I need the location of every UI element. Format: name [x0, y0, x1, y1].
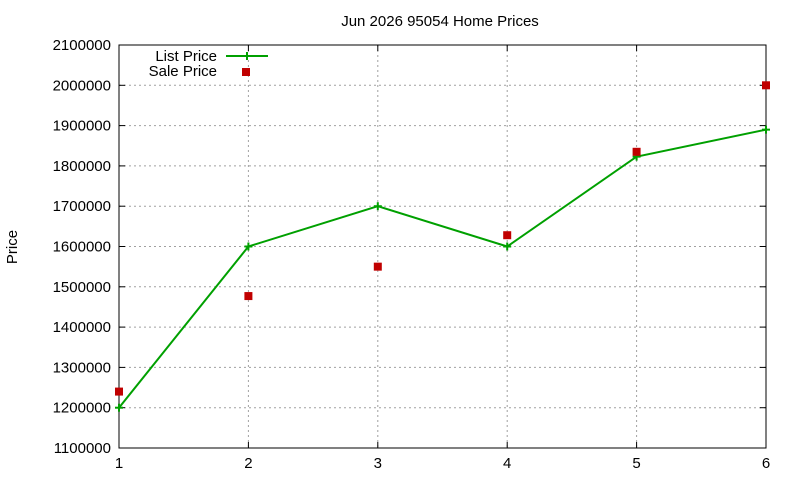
point-list-price — [373, 202, 382, 211]
x-tick-label: 2 — [244, 455, 252, 472]
point-list-price — [762, 125, 770, 134]
y-axis-label: Price — [4, 230, 21, 264]
series — [115, 81, 770, 412]
y-tick-label: 1900000 — [53, 118, 111, 135]
ticks: 1100000 1200000 1300000 1400000 1500000 16000… — [53, 37, 771, 472]
y-tick-label: 2000000 — [53, 77, 111, 94]
x-tick-label: 1 — [115, 455, 123, 472]
point-sale-price — [632, 147, 641, 156]
legend-marker-sale-price — [242, 68, 250, 76]
point-sale-price — [503, 231, 512, 240]
point-sale-price — [115, 387, 123, 396]
y-tick-label: 1700000 — [53, 198, 111, 215]
point-list-price — [503, 242, 512, 251]
x-tick-label: 3 — [374, 455, 382, 472]
y-tick-label: 1500000 — [53, 279, 111, 296]
point-sale-price — [244, 292, 253, 301]
legend-label-list-price: List Price — [155, 48, 217, 65]
y-tick-label: 1400000 — [53, 319, 111, 336]
x-tick-label: 4 — [503, 455, 511, 472]
legend-label-sale-price: Sale Price — [149, 63, 217, 80]
x-tick-label: 6 — [762, 455, 770, 472]
legend: List Price Sale Price — [149, 48, 268, 80]
point-list-price — [115, 403, 123, 412]
y-tick-label: 1200000 — [53, 400, 111, 417]
plot-frame — [118, 44, 767, 449]
y-tick-label: 1300000 — [53, 359, 111, 376]
series-line-list-price — [118, 128, 767, 409]
point-sale-price — [762, 81, 770, 90]
y-tick-label: 2100000 — [53, 37, 111, 54]
y-tick-label: 1800000 — [53, 158, 111, 175]
y-tick-label: 1600000 — [53, 239, 111, 256]
y-tick-label: 1100000 — [54, 440, 111, 457]
chart-title: Jun 2026 95054 Home Prices — [341, 13, 539, 30]
point-list-price — [244, 242, 253, 251]
x-tick-label: 5 — [632, 455, 640, 472]
grid — [119, 45, 766, 448]
point-sale-price — [373, 262, 382, 271]
